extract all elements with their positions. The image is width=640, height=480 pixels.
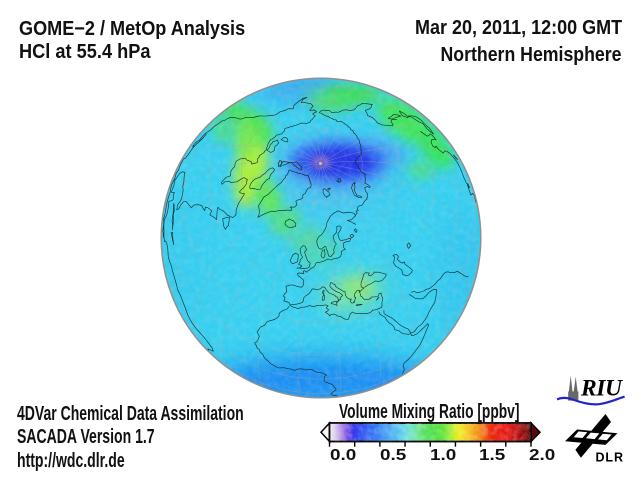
svg-text:RIU: RIU xyxy=(580,375,623,401)
svg-text:DLR: DLR xyxy=(596,451,624,465)
